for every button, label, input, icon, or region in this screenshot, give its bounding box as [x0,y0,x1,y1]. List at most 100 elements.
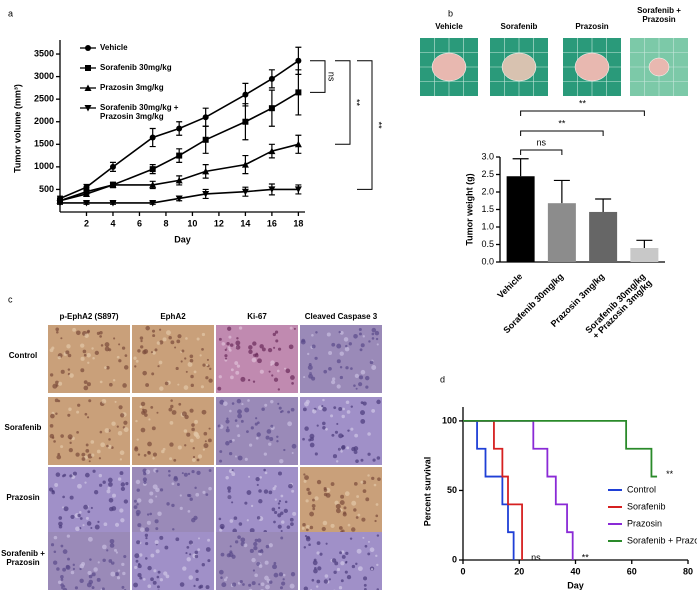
cell [355,516,359,519]
cell [263,468,266,472]
cell [55,327,60,332]
cell [301,526,305,530]
cell [135,479,141,485]
row-label: Control [8,351,38,360]
cell [62,506,65,509]
cell [341,554,346,559]
cell [58,525,63,529]
cell [363,583,367,587]
cell [205,547,211,552]
cell [49,424,54,428]
y-axis-label: Tumor volume (mm³) [12,84,22,173]
cell [344,346,350,352]
cell [171,482,175,486]
x-tick-label: 40 [570,566,580,576]
cell [100,344,104,347]
cell [240,419,244,423]
cell [309,525,314,530]
cell [208,378,213,383]
cell [164,545,169,550]
cell [332,377,336,381]
cell [145,325,150,331]
cell [345,366,349,370]
cell [55,380,59,385]
cell [82,524,85,527]
cell [53,535,58,540]
cell [134,365,137,368]
cell [133,499,137,503]
cell [232,438,235,442]
cell [252,380,256,383]
cell [173,476,179,482]
cell [140,339,143,343]
cell [57,580,62,585]
y-axis-label: Percent survival [422,457,432,527]
cell [291,382,294,385]
cell [50,543,55,547]
cell [302,523,306,527]
cell [243,543,248,548]
cell [56,454,62,460]
cell [49,433,55,439]
cell [229,409,232,413]
cell [120,413,125,418]
cell [67,434,73,440]
cell [133,356,137,360]
cell [338,526,343,530]
cell [326,332,331,337]
cell [289,517,294,522]
cell [146,513,150,516]
cell [208,427,211,430]
cell [288,344,294,350]
cell [81,452,86,457]
cell [56,330,59,334]
cell [288,483,293,489]
x-tick-label: 14 [240,218,250,228]
cell [135,419,138,423]
cell [100,442,106,448]
cell [266,429,272,434]
cell [250,504,254,508]
y-tick-label: 1500 [34,139,54,149]
cell [76,410,80,414]
point [242,118,249,125]
cell [157,570,161,574]
cell [310,437,314,442]
cell [133,582,138,588]
cell [137,453,141,456]
cell [179,494,182,497]
cell [112,379,116,382]
cell [117,431,123,436]
cell [67,353,72,358]
cell [72,471,77,476]
cell [52,560,58,565]
legend-label: Prazosin 3mg/kg [100,83,164,92]
bar [589,211,618,262]
cell [191,423,195,427]
y-tick-label: 3.0 [481,151,494,161]
cell [194,486,197,490]
cell [186,432,191,437]
cell [309,442,315,448]
annotation: ns [327,72,337,82]
cell [281,409,284,413]
cell [92,469,96,473]
cell [371,332,375,336]
cell [203,431,208,436]
cell [205,376,209,380]
cell [287,410,291,414]
cell [353,384,356,387]
error-bar [553,179,570,204]
cell [270,363,273,366]
cell [367,552,371,556]
y-tick-label: 2.0 [481,186,494,196]
cell [117,477,122,481]
cell [254,573,258,578]
cell [249,443,253,447]
cell [238,326,243,330]
cell [104,346,110,352]
point [82,190,90,197]
cell [274,485,277,488]
cell [263,489,269,494]
cell [63,506,69,512]
